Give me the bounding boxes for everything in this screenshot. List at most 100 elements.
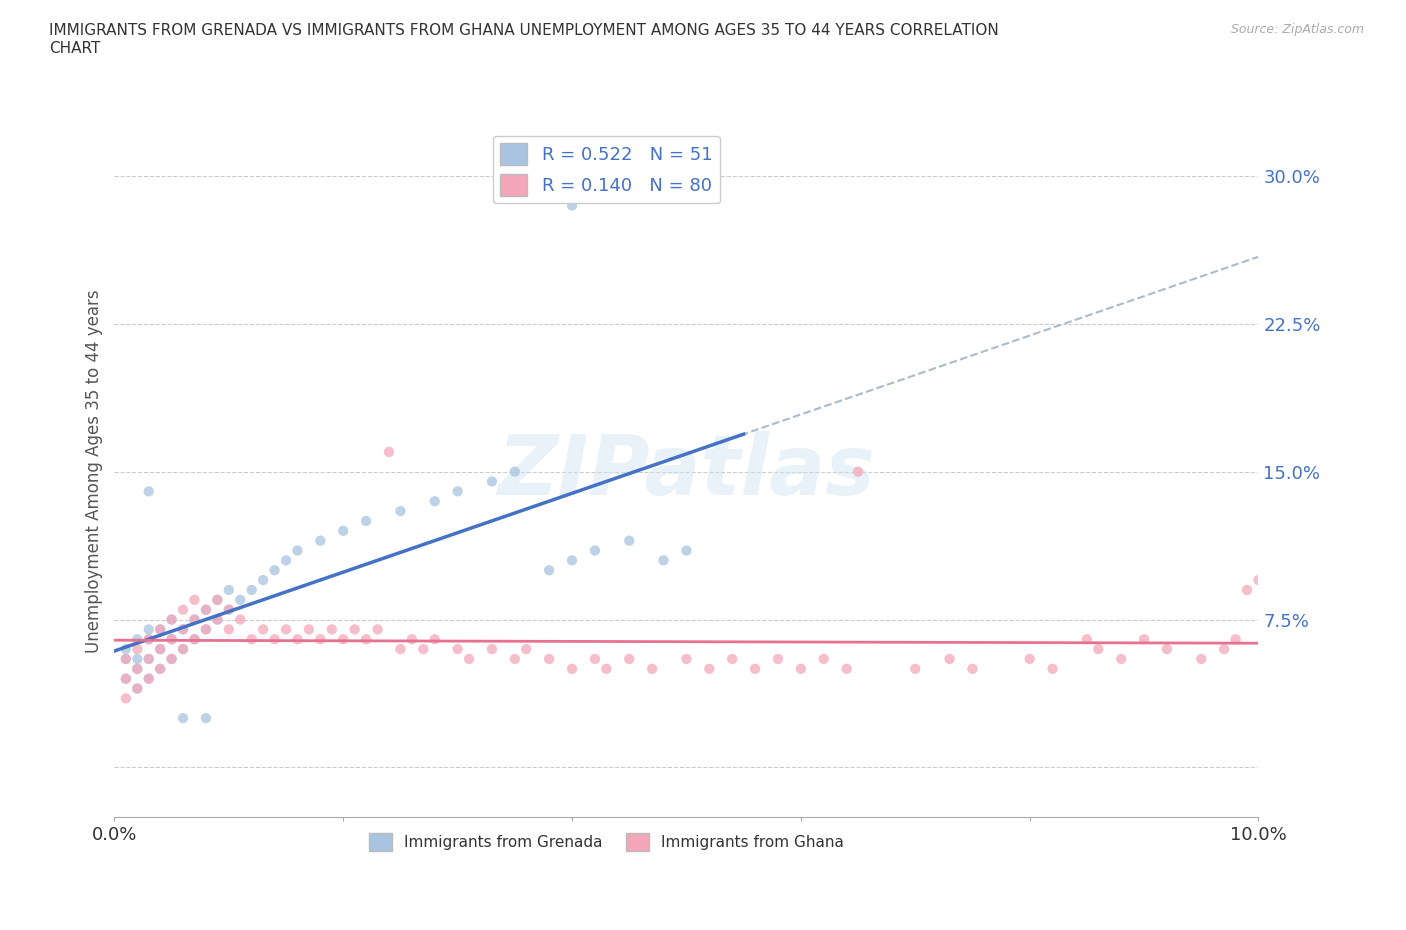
Point bbox=[766, 652, 789, 667]
Point bbox=[127, 681, 149, 696]
Point bbox=[183, 612, 205, 627]
Point bbox=[194, 711, 217, 725]
Point bbox=[503, 652, 526, 667]
Point bbox=[240, 631, 263, 646]
Point bbox=[458, 652, 481, 667]
Point bbox=[1042, 661, 1064, 676]
Point bbox=[515, 642, 537, 657]
Point bbox=[367, 622, 389, 637]
Point bbox=[641, 661, 664, 676]
Point bbox=[263, 563, 285, 578]
Point bbox=[160, 631, 183, 646]
Point bbox=[183, 631, 205, 646]
Point bbox=[115, 642, 138, 657]
Point bbox=[274, 553, 297, 568]
Point bbox=[252, 573, 274, 588]
Point bbox=[149, 661, 172, 676]
Point bbox=[287, 543, 309, 558]
Point bbox=[619, 533, 641, 548]
Point bbox=[423, 631, 446, 646]
Point bbox=[138, 622, 160, 637]
Point bbox=[172, 711, 194, 725]
Point bbox=[115, 671, 138, 686]
Point bbox=[183, 631, 205, 646]
Point bbox=[744, 661, 766, 676]
Y-axis label: Unemployment Among Ages 35 to 44 years: Unemployment Among Ages 35 to 44 years bbox=[86, 290, 103, 654]
Point bbox=[149, 622, 172, 637]
Point bbox=[354, 631, 377, 646]
Point bbox=[697, 661, 720, 676]
Point bbox=[160, 652, 183, 667]
Point bbox=[378, 445, 401, 459]
Point bbox=[423, 494, 446, 509]
Point bbox=[127, 652, 149, 667]
Point bbox=[149, 661, 172, 676]
Point bbox=[904, 661, 927, 676]
Point bbox=[1076, 631, 1098, 646]
Point bbox=[938, 652, 960, 667]
Point bbox=[194, 622, 217, 637]
Point bbox=[149, 642, 172, 657]
Point bbox=[127, 661, 149, 676]
Point bbox=[127, 681, 149, 696]
Point bbox=[846, 464, 869, 479]
Point bbox=[1213, 642, 1236, 657]
Point bbox=[321, 622, 343, 637]
Point bbox=[309, 631, 332, 646]
Point bbox=[1087, 642, 1109, 657]
Point bbox=[1225, 631, 1247, 646]
Point bbox=[1018, 652, 1040, 667]
Point bbox=[138, 671, 160, 686]
Point bbox=[229, 612, 252, 627]
Point bbox=[595, 661, 617, 676]
Point bbox=[332, 631, 354, 646]
Point bbox=[218, 622, 240, 637]
Point bbox=[835, 661, 858, 676]
Point bbox=[561, 198, 583, 213]
Point bbox=[115, 691, 138, 706]
Point bbox=[160, 631, 183, 646]
Point bbox=[1236, 582, 1258, 597]
Point bbox=[149, 642, 172, 657]
Point bbox=[183, 592, 205, 607]
Point bbox=[538, 652, 561, 667]
Legend: Immigrants from Grenada, Immigrants from Ghana: Immigrants from Grenada, Immigrants from… bbox=[363, 827, 849, 857]
Point bbox=[274, 622, 297, 637]
Point bbox=[207, 592, 229, 607]
Point bbox=[309, 533, 332, 548]
Point bbox=[675, 652, 697, 667]
Point bbox=[115, 652, 138, 667]
Point bbox=[194, 622, 217, 637]
Point bbox=[343, 622, 366, 637]
Point bbox=[503, 464, 526, 479]
Point bbox=[583, 543, 606, 558]
Point bbox=[962, 661, 984, 676]
Point bbox=[183, 612, 205, 627]
Point bbox=[207, 612, 229, 627]
Point bbox=[675, 543, 697, 558]
Point bbox=[263, 631, 285, 646]
Point bbox=[561, 553, 583, 568]
Point bbox=[1109, 652, 1132, 667]
Point bbox=[412, 642, 434, 657]
Point bbox=[1189, 652, 1212, 667]
Point bbox=[138, 484, 160, 498]
Point bbox=[538, 563, 561, 578]
Point bbox=[172, 642, 194, 657]
Point bbox=[446, 484, 468, 498]
Point bbox=[721, 652, 744, 667]
Point bbox=[481, 474, 503, 489]
Point bbox=[127, 642, 149, 657]
Point bbox=[1247, 573, 1270, 588]
Point bbox=[481, 642, 503, 657]
Point bbox=[583, 652, 606, 667]
Point bbox=[1133, 631, 1156, 646]
Point bbox=[813, 652, 835, 667]
Point bbox=[561, 661, 583, 676]
Point bbox=[332, 524, 354, 538]
Point bbox=[172, 622, 194, 637]
Point bbox=[138, 652, 160, 667]
Point bbox=[1156, 642, 1178, 657]
Point bbox=[160, 612, 183, 627]
Point bbox=[138, 652, 160, 667]
